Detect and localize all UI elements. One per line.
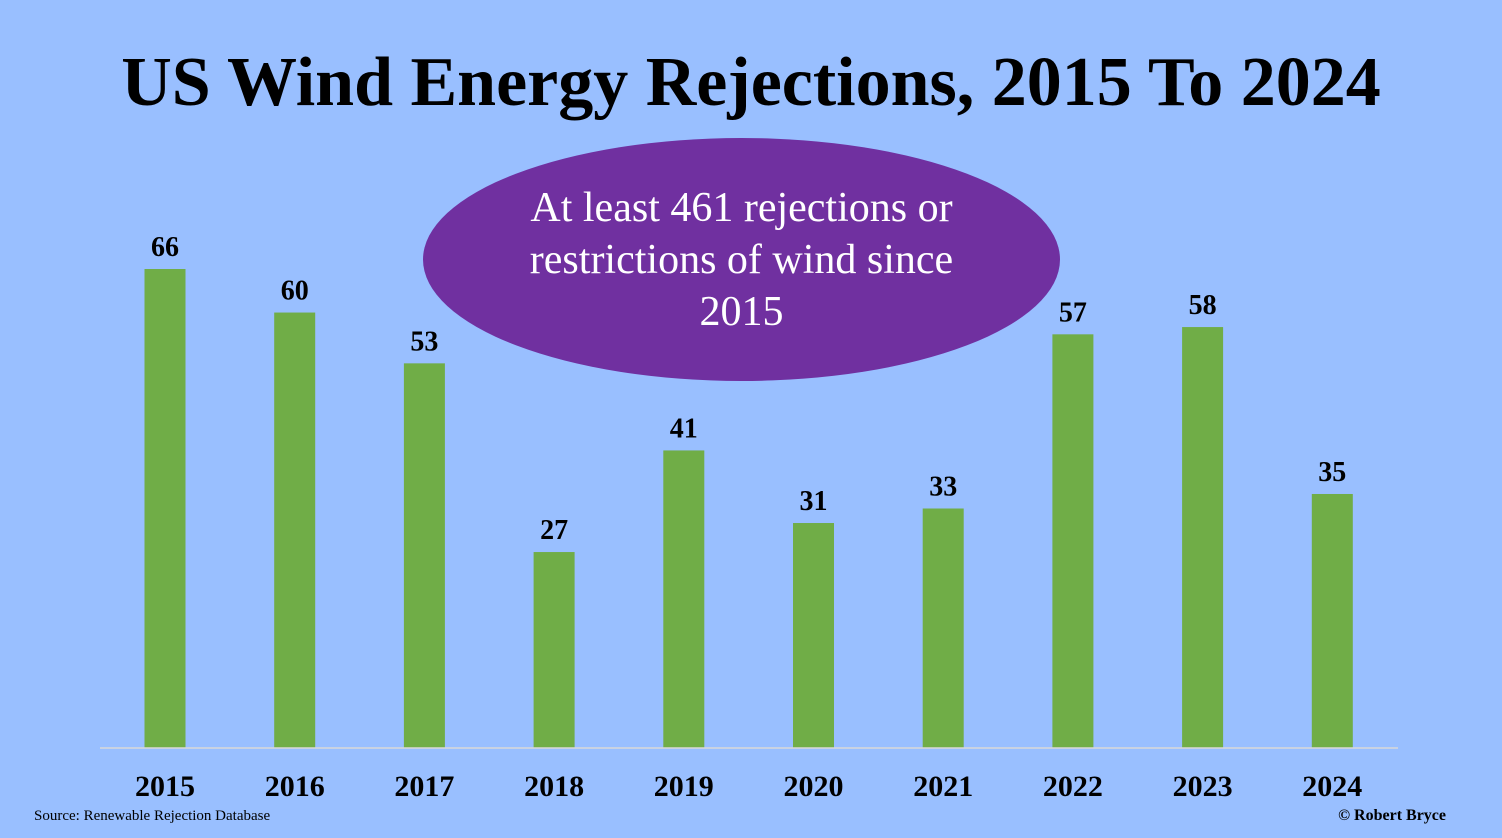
bar-2023 bbox=[1182, 327, 1224, 748]
x-tick-labels-group: 2015 2016 2017 2018 2019 2020 2021 2022 2023 2024 bbox=[135, 770, 1362, 803]
x-tick-label-2021: 2021 bbox=[913, 770, 973, 803]
x-tick-label-2017: 2017 bbox=[394, 770, 454, 803]
x-tick-label-2023: 2023 bbox=[1173, 770, 1233, 803]
value-label-2017: 53 bbox=[410, 326, 438, 357]
bar-2016 bbox=[274, 312, 316, 748]
value-label-2023: 58 bbox=[1189, 290, 1217, 321]
annotation-callout: At least 461 rejections or restrictions … bbox=[423, 138, 1060, 381]
chart-title: US Wind Energy Rejections, 2015 To 2024 bbox=[121, 44, 1381, 121]
annotation-text: At least 461 rejections or restrictions … bbox=[529, 184, 954, 335]
value-label-2024: 35 bbox=[1318, 457, 1346, 488]
value-label-2016: 60 bbox=[281, 276, 309, 307]
value-label-2015: 66 bbox=[151, 232, 179, 263]
value-label-2018: 27 bbox=[540, 515, 568, 546]
value-label-2022: 57 bbox=[1059, 297, 1087, 328]
value-label-2020: 31 bbox=[800, 486, 828, 517]
bar-2020 bbox=[793, 523, 834, 748]
value-label-2019: 41 bbox=[670, 413, 698, 444]
value-labels-group: 66 60 53 27 41 31 33 57 58 35 bbox=[151, 232, 1346, 546]
bars-group bbox=[144, 269, 1353, 748]
x-tick-label-2018: 2018 bbox=[524, 770, 584, 803]
bar-2017 bbox=[403, 363, 445, 748]
bar-2021 bbox=[922, 508, 964, 748]
source-note: Source: Renewable Rejection Database bbox=[34, 808, 271, 824]
value-label-2021: 33 bbox=[929, 472, 957, 503]
copyright-note: © Robert Bryce bbox=[1338, 807, 1446, 824]
x-tick-label-2020: 2020 bbox=[784, 770, 844, 803]
x-tick-label-2022: 2022 bbox=[1043, 770, 1103, 803]
x-tick-label-2016: 2016 bbox=[265, 770, 325, 803]
x-tick-label-2024: 2024 bbox=[1302, 770, 1362, 803]
bar-2018 bbox=[533, 552, 575, 748]
bar-2019 bbox=[663, 450, 705, 748]
x-tick-label-2019: 2019 bbox=[654, 770, 714, 803]
x-tick-label-2015: 2015 bbox=[135, 770, 195, 803]
bar-2024 bbox=[1311, 493, 1353, 748]
bar-2022 bbox=[1052, 334, 1094, 748]
bar-2015 bbox=[144, 269, 186, 748]
